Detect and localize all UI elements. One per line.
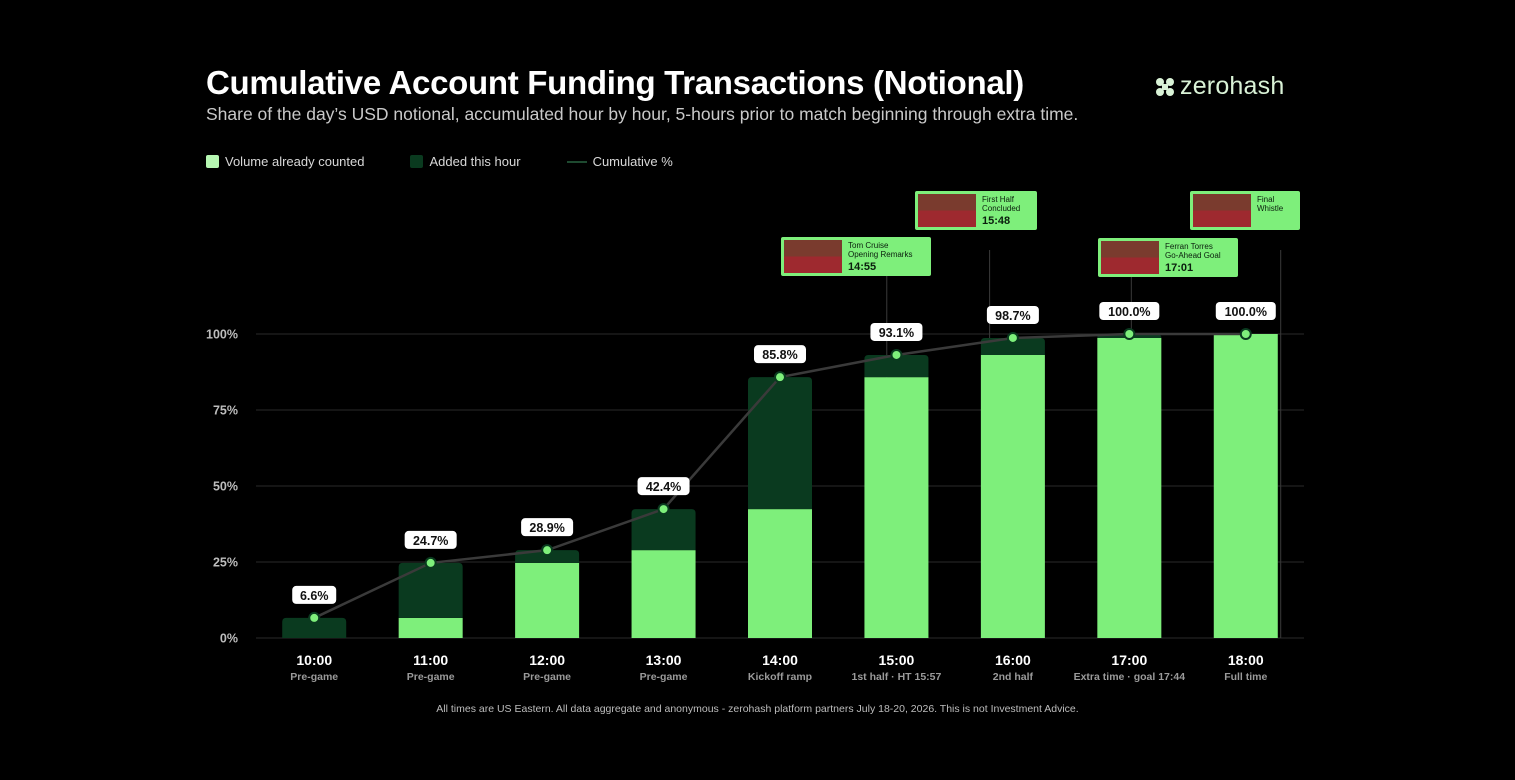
x-sublabel: Full time (1224, 671, 1267, 683)
brand-name: zerohash (1180, 72, 1285, 100)
cumulative-point (1123, 328, 1136, 340)
cumulative-point (541, 544, 554, 557)
x-sublabel: Pre-game (523, 671, 571, 683)
chart-title: Cumulative Account Funding Transactions … (206, 64, 1024, 101)
annotation-line2: Opening Remarks (848, 250, 912, 259)
bar-added (980, 337, 1045, 355)
data-label: 100.0% (1108, 305, 1150, 319)
x-tick-label: 14:00 (762, 652, 798, 668)
legend-label-cumulative: Cumulative % (592, 154, 673, 169)
y-tick-label: 25% (213, 556, 238, 570)
chart-legend: Volume already counted Added this hour C… (206, 154, 719, 169)
cumulative-point (308, 611, 321, 624)
data-label-bg (521, 518, 574, 537)
y-tick-label: 50% (213, 480, 238, 494)
x-sublabel: Pre-game (290, 671, 338, 683)
annotation-thumbnail-shade (784, 256, 842, 273)
data-label-bg (292, 585, 337, 604)
annotation-time: 15:48 (982, 215, 1010, 227)
bar-added (515, 550, 580, 563)
x-tick-label: 13:00 (646, 652, 682, 668)
cumulative-point (890, 348, 903, 361)
legend-swatch-added (410, 155, 424, 168)
cumulative-point (774, 371, 786, 384)
x-sublabel: Pre-game (640, 671, 688, 683)
annotation-thumbnail-shade (1101, 257, 1159, 274)
legend-swatch-cumulative (566, 160, 587, 163)
data-label: 85.8% (762, 348, 797, 362)
x-sublabel: Kickoff ramp (748, 671, 812, 683)
data-label-bg (1099, 302, 1160, 320)
bar-counted (1213, 334, 1278, 638)
annotation-thumbnail-shade (1193, 210, 1251, 227)
annotation-line1: Tom Cruise (848, 241, 889, 250)
brand-logo: zerohash (1154, 72, 1284, 101)
bar-counted (515, 562, 580, 638)
legend-item-added: Added this hour (410, 154, 521, 169)
annotation-line2: Whistle (1257, 204, 1284, 213)
y-tick-label: 0% (220, 632, 238, 646)
annotation-time: 17:01 (1165, 262, 1193, 274)
bar-counted (1097, 337, 1162, 638)
legend-item-cumulative: Cumulative % (566, 154, 673, 169)
x-tick-label: 15:00 (879, 652, 915, 668)
bar-added (631, 509, 696, 551)
annotation-time: 14:55 (848, 261, 876, 273)
bar-added (864, 354, 929, 378)
annotation-line1: Final (1257, 195, 1275, 204)
data-label-bg (754, 345, 806, 364)
x-tick-label: 16:00 (995, 652, 1031, 668)
y-tick-label: 75% (213, 404, 238, 418)
annotation-thumbnail-shade (918, 210, 976, 227)
footnote: All times are US Eastern. All data aggre… (436, 703, 1079, 715)
annotation-line1: Ferran Torres (1165, 242, 1213, 251)
x-tick-label: 12:00 (529, 652, 565, 668)
bar-added (282, 617, 347, 638)
x-tick-label: 18:00 (1228, 652, 1264, 668)
data-label: 28.9% (529, 521, 564, 535)
legend-item-counted: Volume already counted (206, 154, 364, 169)
annotation-line1: First Half (982, 195, 1015, 204)
x-sublabel: 1st half · HT 15:57 (852, 671, 942, 683)
annotation-line2: Go-Ahead Goal (1165, 251, 1221, 260)
annotation-line2: Concluded (982, 204, 1020, 213)
x-tick-label: 11:00 (413, 652, 448, 668)
bar-added (748, 377, 812, 510)
x-sublabel: Pre-game (407, 671, 455, 683)
data-label: 100.0% (1225, 305, 1267, 319)
cumulative-point (1239, 328, 1252, 340)
data-label-bg (986, 305, 1039, 324)
bar-counted (398, 617, 463, 638)
legend-label-added: Added this hour (429, 154, 521, 169)
bar-counted (748, 509, 812, 638)
bar-counted (980, 354, 1045, 638)
bar-counted (864, 377, 929, 638)
cumulative-point (1006, 331, 1019, 344)
data-label-bg (870, 322, 923, 341)
data-label-bg (1215, 302, 1276, 320)
cumulative-point (657, 503, 670, 516)
data-label-bg (404, 530, 457, 549)
x-tick-label: 10:00 (296, 652, 332, 668)
zerohash-icon (1156, 77, 1174, 96)
legend-label-counted: Volume already counted (225, 154, 365, 169)
data-label-bg (637, 477, 690, 496)
data-label: 42.4% (646, 480, 681, 494)
bar-added (398, 562, 463, 618)
x-sublabel: Extra time · goal 17:44 (1074, 671, 1186, 683)
data-label: 98.7% (995, 309, 1030, 323)
data-label: 24.7% (413, 534, 448, 548)
data-label: 93.1% (879, 326, 914, 340)
y-tick-label: 100% (206, 328, 238, 342)
chart-subtitle: Share of the day’s USD notional, accumul… (206, 104, 1079, 124)
cumulative-point (424, 556, 437, 569)
legend-swatch-counted (206, 155, 219, 168)
x-tick-label: 17:00 (1111, 652, 1147, 668)
bar-counted (631, 550, 696, 638)
x-sublabel: 2nd half (993, 671, 1034, 683)
data-label: 6.6% (300, 589, 329, 603)
